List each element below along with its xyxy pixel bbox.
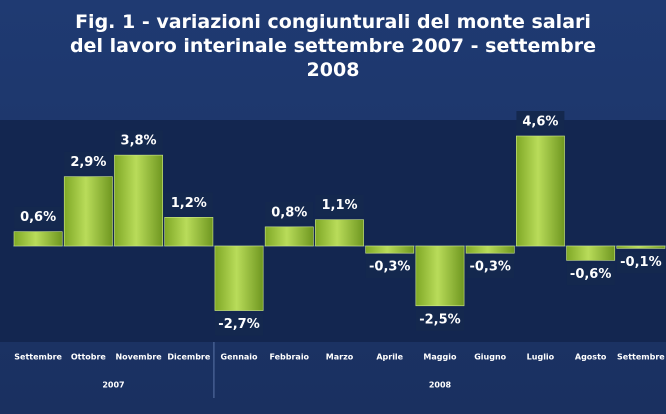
- value-label-box: [64, 151, 113, 174]
- value-label-box: [315, 194, 364, 217]
- x-tick-label: Giugno: [474, 353, 506, 362]
- bar: [516, 135, 565, 247]
- x-tick-label: Agosto: [575, 353, 607, 362]
- value-label: -2,7%: [218, 317, 259, 332]
- value-label-box: [215, 313, 264, 336]
- value-label-box: [415, 308, 464, 331]
- bar: [164, 217, 214, 247]
- value-label: -0,3%: [469, 260, 510, 275]
- value-label-box: [516, 111, 565, 133]
- value-label: -0,1%: [620, 255, 661, 270]
- x-tick-label: Aprile: [376, 353, 403, 362]
- value-label-box: [265, 201, 314, 224]
- bar: [566, 245, 616, 261]
- x-tick-label: Ottobre: [71, 353, 107, 362]
- x-tick-label: Marzo: [326, 353, 354, 362]
- group-label: 2007: [102, 381, 124, 390]
- value-label: -2,5%: [419, 312, 460, 327]
- value-label-box: [164, 192, 213, 215]
- bar: [63, 176, 113, 247]
- value-label-box: [566, 263, 615, 286]
- bar: [315, 219, 364, 247]
- x-tick-label: Febbraio: [269, 353, 309, 362]
- bar: [365, 245, 415, 254]
- value-label: 0,6%: [20, 210, 56, 225]
- bar: [214, 245, 264, 311]
- x-tick-label: Luglio: [527, 353, 555, 362]
- value-label: 3,8%: [121, 134, 157, 149]
- value-label-box: [114, 130, 163, 153]
- group-label: 2008: [429, 381, 452, 390]
- bar: [616, 245, 666, 249]
- value-label: 0,8%: [271, 205, 307, 220]
- value-label: 2,9%: [70, 155, 106, 170]
- x-tick-label: Gennaio: [221, 353, 259, 362]
- x-tick-label: Maggio: [423, 353, 457, 362]
- x-tick-label: Settembre: [14, 353, 62, 362]
- value-label: 4,6%: [522, 115, 558, 130]
- value-label-box: [14, 206, 63, 229]
- bar: [415, 245, 465, 307]
- value-label: -0,3%: [369, 260, 410, 275]
- value-label: 1,2%: [171, 196, 207, 211]
- bar: [13, 231, 63, 247]
- value-label-box: [616, 251, 665, 274]
- x-tick-label: Novembre: [115, 353, 162, 362]
- bar: [264, 226, 314, 247]
- value-label: 1,1%: [321, 198, 357, 213]
- x-tick-label: Settembre: [617, 353, 665, 362]
- bar: [465, 245, 515, 254]
- bar: [114, 154, 163, 247]
- value-label-box: [466, 256, 515, 279]
- value-label-box: [365, 256, 414, 279]
- x-tick-label: Dicembre: [167, 353, 211, 362]
- value-label: -0,6%: [570, 267, 611, 282]
- chart-title: Fig. 1 - variazioni congiunturali del mo…: [69, 11, 597, 81]
